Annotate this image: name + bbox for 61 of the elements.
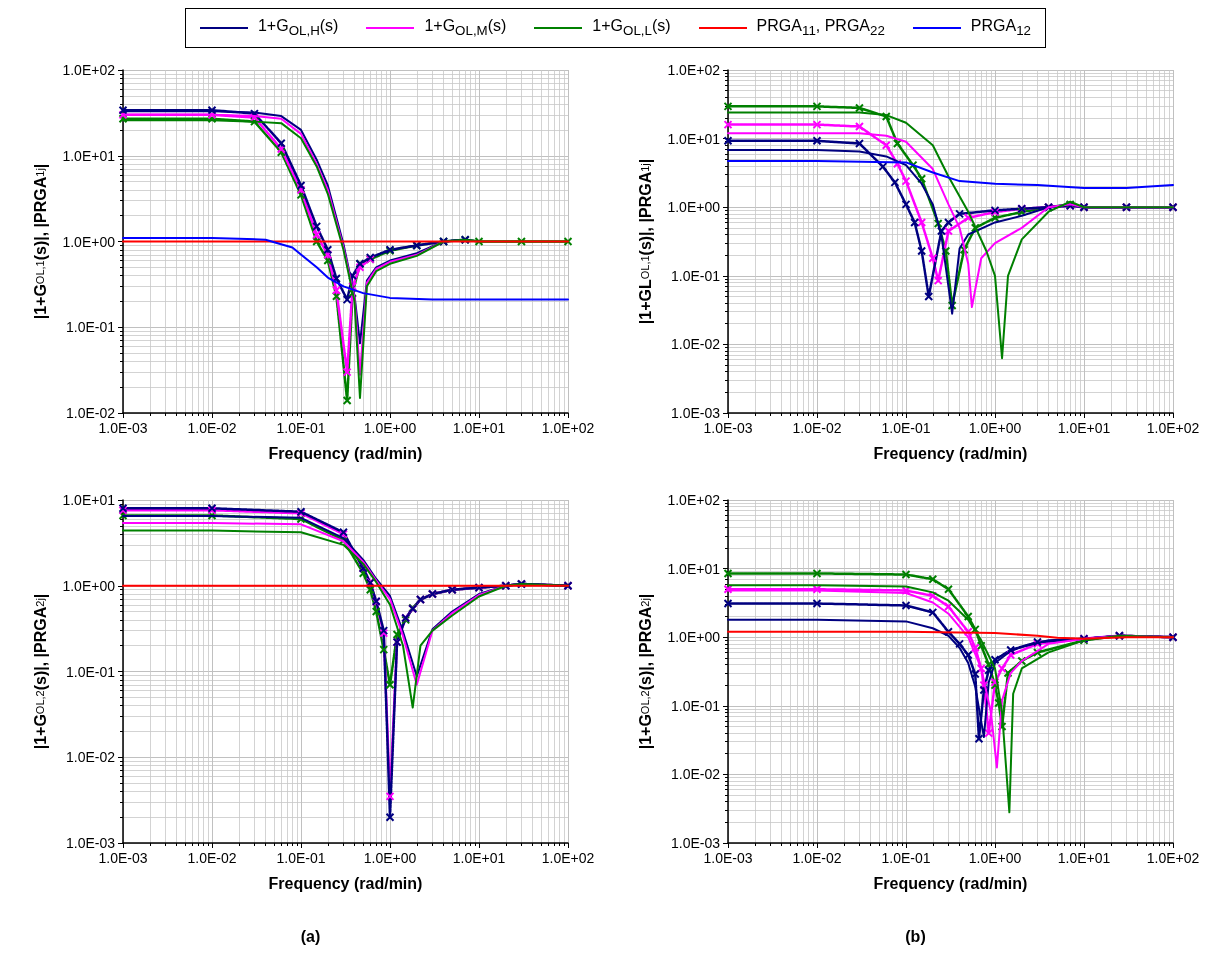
x-tick-label: 1.0E+00 [363, 850, 417, 866]
x-tick-label: 1.0E+01 [452, 850, 506, 866]
x-tick-label: 1.0E+01 [452, 420, 506, 436]
x-axis-title: Frequency (rad/min) [268, 874, 423, 892]
y-axis-title: |1+GLOL,1(s)|, |PRGA1j| [636, 158, 654, 325]
legend-label: 1+G$_{OL,L}$(s) [592, 17, 671, 39]
y-tick-label: 1.0E-01 [65, 319, 116, 336]
x-tick-label: 1.0E-02 [187, 420, 237, 436]
legend-label: 1+G$_{OL,M}$(s) [424, 17, 507, 39]
legend-label: PRGA$_{11}$, PRGA$_{22}$ [756, 17, 885, 39]
y-tick-label: 1.0E-03 [670, 835, 721, 851]
x-tick-label: 1.0E-01 [276, 420, 326, 436]
y-tick-label: 1.0E-02 [670, 766, 721, 783]
y-tick-label: 1.0E+01 [62, 147, 116, 164]
x-tick-label: 1.0E-03 [703, 420, 753, 436]
y-tick-label: 1.0E-02 [65, 405, 116, 421]
y-axis-title: |1+GOL,2(s)|, |PRGA2j| [636, 593, 654, 750]
x-tick-label: 1.0E+02 [541, 850, 595, 866]
x-tick-label: 1.0E+00 [968, 850, 1022, 866]
x-tick-label: 1.0E+01 [1057, 850, 1111, 866]
y-tick-label: 1.0E-01 [670, 697, 721, 714]
x-tick-label: 1.0E+00 [968, 420, 1022, 436]
y-tick-label: 1.0E+01 [667, 130, 721, 147]
y-tick-label: 1.0E+00 [667, 629, 721, 646]
y-tick-label: 1.0E+00 [667, 199, 721, 216]
x-tick-label: 1.0E+01 [1057, 420, 1111, 436]
y-tick-label: 1.0E-01 [670, 267, 721, 284]
x-tick-label: 1.0E+02 [1146, 420, 1200, 436]
y-tick-label: 1.0E+00 [62, 233, 116, 250]
x-tick-label: 1.0E-03 [98, 420, 148, 436]
y-tick-label: 1.0E+02 [667, 492, 721, 508]
x-tick-label: 1.0E+02 [1146, 850, 1200, 866]
y-axis-title: |1+GOL,2(s)|, |PRGA2j| [31, 593, 49, 750]
y-tick-label: 1.0E+02 [62, 62, 116, 78]
y-tick-label: 1.0E-03 [65, 835, 116, 851]
x-tick-label: 1.0E-01 [881, 420, 931, 436]
x-axis-title: Frequency (rad/min) [873, 444, 1028, 462]
x-axis-title: Frequency (rad/min) [873, 874, 1028, 892]
x-tick-label: 1.0E+02 [541, 420, 595, 436]
y-tick-label: 1.0E-01 [65, 663, 116, 680]
x-tick-label: 1.0E-02 [187, 850, 237, 866]
x-axis-title: Frequency (rad/min) [268, 444, 423, 462]
y-tick-label: 1.0E+02 [667, 62, 721, 78]
x-tick-label: 1.0E-02 [792, 420, 842, 436]
x-tick-label: 1.0E+00 [363, 420, 417, 436]
y-tick-label: 1.0E-03 [670, 405, 721, 421]
y-tick-label: 1.0E+00 [62, 577, 116, 594]
y-axis-title: |1+GOL,1(s)|, |PRGA1j| [31, 163, 49, 320]
x-tick-label: 1.0E-01 [881, 850, 931, 866]
text: (b) [905, 927, 926, 945]
y-tick-label: 1.0E-02 [670, 336, 721, 353]
text: (a) [300, 927, 321, 945]
x-tick-label: 1.0E-03 [98, 850, 148, 866]
x-tick-label: 1.0E-02 [792, 850, 842, 866]
y-tick-label: 1.0E-02 [65, 749, 116, 766]
y-tick-label: 1.0E+01 [667, 560, 721, 577]
y-tick-label: 1.0E+01 [62, 492, 116, 508]
legend-label: 1+G$_{OL,H}$(s) [257, 17, 339, 39]
x-tick-label: 1.0E-01 [276, 850, 326, 866]
legend-label: PRGA$_{12}$ [970, 17, 1032, 39]
x-tick-label: 1.0E-03 [703, 850, 753, 866]
